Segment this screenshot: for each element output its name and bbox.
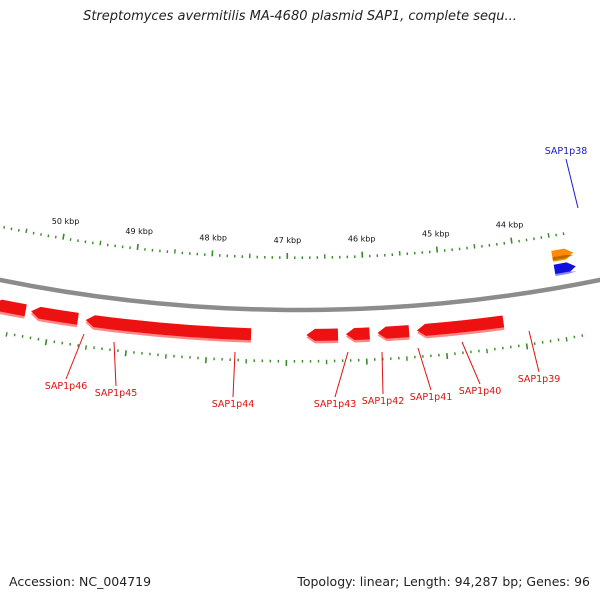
scale-label: 46 kbp — [348, 235, 376, 244]
inner-minor-tick — [10, 227, 13, 231]
gene-label[interactable]: SAP1p42 — [362, 396, 405, 407]
gene-label[interactable]: SAP1p39 — [518, 374, 561, 385]
outer-minor-tick — [565, 337, 568, 342]
inner-minor-tick — [25, 228, 28, 234]
label-leader-line — [528, 330, 540, 373]
gene-arrow-edge — [552, 254, 574, 261]
outer-major-tick — [446, 353, 449, 360]
gene-arrow-sap1p41[interactable] — [345, 327, 370, 341]
label-leader-line — [381, 351, 384, 395]
label-leader-line — [65, 333, 85, 380]
gene-label[interactable]: SAP1p41 — [410, 392, 453, 403]
inner-major-tick — [62, 233, 65, 240]
gene-label[interactable]: SAP1p40 — [459, 386, 502, 397]
inner-tick-ring — [3, 225, 565, 259]
backbone-line — [0, 277, 600, 313]
gene-arrow-sap1p43[interactable] — [85, 315, 252, 341]
label-leader-line — [417, 347, 432, 391]
map-title: Streptomyces avermitilis MA-4680 plasmid… — [83, 9, 517, 24]
inner-major-tick — [136, 243, 139, 250]
gene-label[interactable]: SAP1p46 — [45, 381, 88, 392]
scale-label: 44 kbp — [496, 221, 524, 230]
gene-arrow-sap1p42[interactable] — [306, 328, 339, 341]
inner-major-tick — [510, 237, 513, 244]
label-leader-line — [565, 158, 579, 209]
outer-major-tick — [124, 350, 127, 357]
scale-label: 45 kbp — [422, 230, 450, 239]
sequence-backbone — [0, 277, 600, 313]
gene-arrow-sap1p40[interactable] — [377, 325, 410, 339]
inner-minor-tick — [17, 228, 20, 232]
reverse-strand-genes — [0, 299, 505, 344]
gene-arrow-sap1p44[interactable] — [31, 306, 79, 325]
label-leader-line — [232, 351, 236, 398]
outer-tick-ring — [5, 332, 584, 366]
label-leader-line — [334, 351, 349, 398]
label-leader-line — [461, 341, 481, 385]
inner-minor-tick — [3, 225, 6, 229]
outer-minor-tick — [84, 345, 87, 350]
gene-arrow-sap1p45[interactable] — [0, 299, 27, 317]
forward-strand-genes — [551, 248, 577, 277]
inner-minor-tick — [99, 240, 102, 246]
gene-arrow-edge — [555, 271, 577, 277]
gene-label[interactable]: SAP1p43 — [314, 399, 357, 410]
gene-arrow-sap1p38[interactable] — [553, 262, 576, 276]
outer-major-tick — [44, 339, 48, 346]
inner-minor-tick — [473, 243, 476, 249]
gene-labels: SAP1p38 SAP1p39 SAP1p40 SAP1p41 SAP1p42 SAP1p… — [45, 146, 588, 410]
scale-label: 49 kbp — [125, 227, 153, 236]
gene-label[interactable]: SAP1p45 — [95, 388, 138, 399]
inner-minor-tick — [547, 233, 550, 238]
gene-label[interactable]: SAP1p38 — [545, 146, 588, 157]
accession-label: Accession: NC_004719 — [9, 574, 152, 589]
sequence-summary: Topology: linear; Length: 94,287 bp; Gen… — [297, 574, 590, 589]
outer-minor-tick — [5, 332, 8, 337]
scale-label: 47 kbp — [274, 236, 302, 245]
label-leader-line — [113, 341, 117, 387]
scale-label: 50 kbp — [52, 217, 80, 226]
outer-minor-tick — [486, 348, 488, 354]
scale-labels: 44 kbp 45 kbp 46 kbp 47 kbp 48 kbp 49 kbp 50 k… — [52, 217, 524, 245]
gene-label[interactable]: SAP1p44 — [212, 399, 255, 410]
scale-label: 48 kbp — [199, 233, 227, 242]
outer-major-tick — [525, 343, 529, 350]
gene-arrow-sap1p39[interactable] — [416, 315, 505, 336]
inner-major-tick — [435, 246, 439, 253]
